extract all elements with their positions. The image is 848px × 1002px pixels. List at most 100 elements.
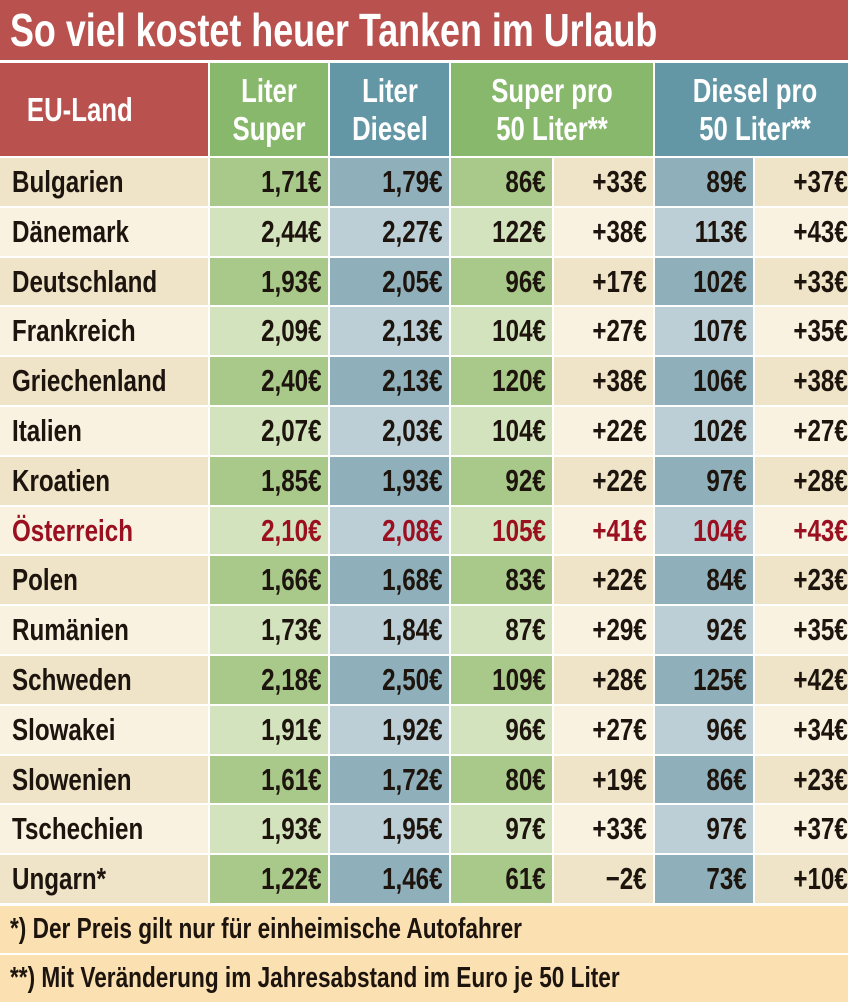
cell-diesel-change: +34€: [755, 705, 848, 754]
cell-text: Frankreich: [12, 313, 136, 349]
cell-country: Polen: [0, 556, 208, 605]
table-row: Polen 1,66€ 1,68€ 83€ +22€ 84€ +23€: [0, 556, 848, 605]
cell-text: +33€: [793, 263, 848, 299]
cell-text: Rumänien: [12, 612, 129, 648]
cell-diesel-50: 102€: [655, 257, 753, 306]
footnote-2: **) Mit Veränderung im Jahresabstand im …: [0, 955, 848, 1002]
cell-diesel-50: 92€: [655, 606, 753, 654]
cell-text: 1,71€: [261, 164, 322, 199]
cell-text: 104€: [693, 512, 747, 548]
cell-diesel-change: +43€: [755, 506, 848, 555]
cell-liter-diesel: 2,05€: [330, 257, 449, 306]
cell-super-change: +22€: [554, 556, 653, 605]
cell-super-50: 105€: [451, 506, 552, 555]
cell-diesel-change: +28€: [755, 456, 848, 505]
cell-text: +33€: [592, 811, 647, 847]
cell-super-change: +28€: [554, 655, 653, 704]
table-row: Kroatien 1,85€ 1,93€ 92€ +22€ 97€ +28€: [0, 456, 848, 505]
cell-super-change: +17€: [554, 257, 653, 306]
cell-text: +37€: [793, 811, 848, 847]
cell-super-change: +27€: [554, 307, 653, 356]
cell-text: 83€: [505, 562, 546, 598]
cell-text: Kroatien: [12, 462, 111, 498]
cell-diesel-change: +38€: [755, 357, 848, 405]
cell-country: Frankreich: [0, 307, 208, 356]
cell-text: +28€: [793, 462, 848, 498]
cell-text: 1,93€: [261, 263, 322, 299]
cell-super-50: 122€: [451, 207, 552, 256]
cell-text: 2,13€: [382, 363, 443, 399]
cell-liter-diesel: 1,79€: [330, 158, 449, 206]
cell-super-50: 87€: [451, 606, 552, 654]
cell-super-50: 96€: [451, 257, 552, 306]
cell-diesel-change: +35€: [755, 307, 848, 356]
cell-diesel-change: +35€: [755, 606, 848, 654]
cell-diesel-change: +37€: [755, 805, 848, 854]
cell-super-50: 83€: [451, 556, 552, 605]
cell-diesel-change: +37€: [755, 158, 848, 206]
cell-country: Schweden: [0, 655, 208, 704]
cell-super-change: +19€: [554, 755, 653, 804]
header-liter-diesel: Liter Diesel: [330, 63, 449, 156]
table-row: Österreich 2,10€ 2,08€ 105€ +41€ 104€ +43€: [0, 506, 848, 555]
cell-text: 92€: [505, 462, 546, 498]
cell-text: +22€: [592, 562, 647, 598]
cell-diesel-50: 84€: [655, 556, 753, 605]
cell-text: +27€: [793, 412, 848, 448]
cell-text: +27€: [592, 711, 647, 747]
cell-country: Dänemark: [0, 207, 208, 256]
cell-diesel-change: +23€: [755, 556, 848, 605]
table-row: Frankreich 2,09€ 2,13€ 104€ +27€ 107€ +35€: [0, 307, 848, 356]
cell-text: 2,13€: [382, 313, 443, 349]
table-row: Deutschland 1,93€ 2,05€ 96€ +17€ 102€ +33€: [0, 257, 848, 306]
cell-text: Slowenien: [12, 761, 132, 797]
cell-text: Dänemark: [12, 213, 129, 249]
cell-super-50: 120€: [451, 357, 552, 405]
cell-text: 2,18€: [261, 661, 322, 697]
cell-text: +35€: [793, 313, 848, 349]
header-diesel-50: Diesel pro 50 Liter**: [655, 63, 848, 156]
table-header: EU-Land Liter Super Liter Diesel Super p…: [0, 63, 848, 156]
cell-country: Ungarn*: [0, 855, 208, 903]
cell-text: 86€: [505, 164, 546, 199]
cell-text: 86€: [706, 761, 747, 797]
cell-super-50: 61€: [451, 855, 552, 903]
cell-country: Italien: [0, 406, 208, 455]
cell-text: 97€: [706, 811, 747, 847]
cell-diesel-50: 104€: [655, 506, 753, 555]
cell-text: +23€: [793, 562, 848, 598]
cell-text: 2,40€: [261, 363, 322, 399]
cell-super-change: +41€: [554, 506, 653, 555]
cell-text: +19€: [592, 761, 647, 797]
cell-text: −2€: [605, 861, 647, 897]
cell-text: Schweden: [12, 661, 132, 697]
cell-text: 1,84€: [382, 612, 443, 648]
cell-super-change: +33€: [554, 805, 653, 854]
cell-liter-super: 2,18€: [210, 655, 328, 704]
cell-super-50: 80€: [451, 755, 552, 804]
cell-text: +43€: [793, 512, 848, 548]
cell-diesel-50: 89€: [655, 158, 753, 206]
cell-text: Bulgarien: [12, 164, 124, 199]
cell-liter-diesel: 1,93€: [330, 456, 449, 505]
cell-text: 120€: [492, 363, 546, 399]
cell-super-change: +29€: [554, 606, 653, 654]
cell-text: Italien: [12, 412, 82, 448]
cell-liter-super: 1,71€: [210, 158, 328, 206]
cell-diesel-change: +42€: [755, 655, 848, 704]
cell-text: +38€: [592, 363, 647, 399]
cell-liter-diesel: 2,03€: [330, 406, 449, 455]
cell-text: 113€: [694, 213, 747, 249]
cell-text: 89€: [706, 164, 747, 199]
cell-liter-diesel: 1,72€: [330, 755, 449, 804]
cell-super-50: 104€: [451, 406, 552, 455]
cell-text: 1,68€: [382, 562, 443, 598]
cell-text: 107€: [693, 313, 747, 349]
cell-text: 1,46€: [382, 861, 443, 897]
cell-text: +29€: [592, 612, 647, 648]
cell-text: 125€: [693, 661, 747, 697]
cell-text: 61€: [505, 861, 546, 897]
cell-text: 87€: [505, 612, 546, 648]
cell-text: 2,09€: [261, 313, 322, 349]
cell-text: 1,91€: [261, 711, 322, 747]
